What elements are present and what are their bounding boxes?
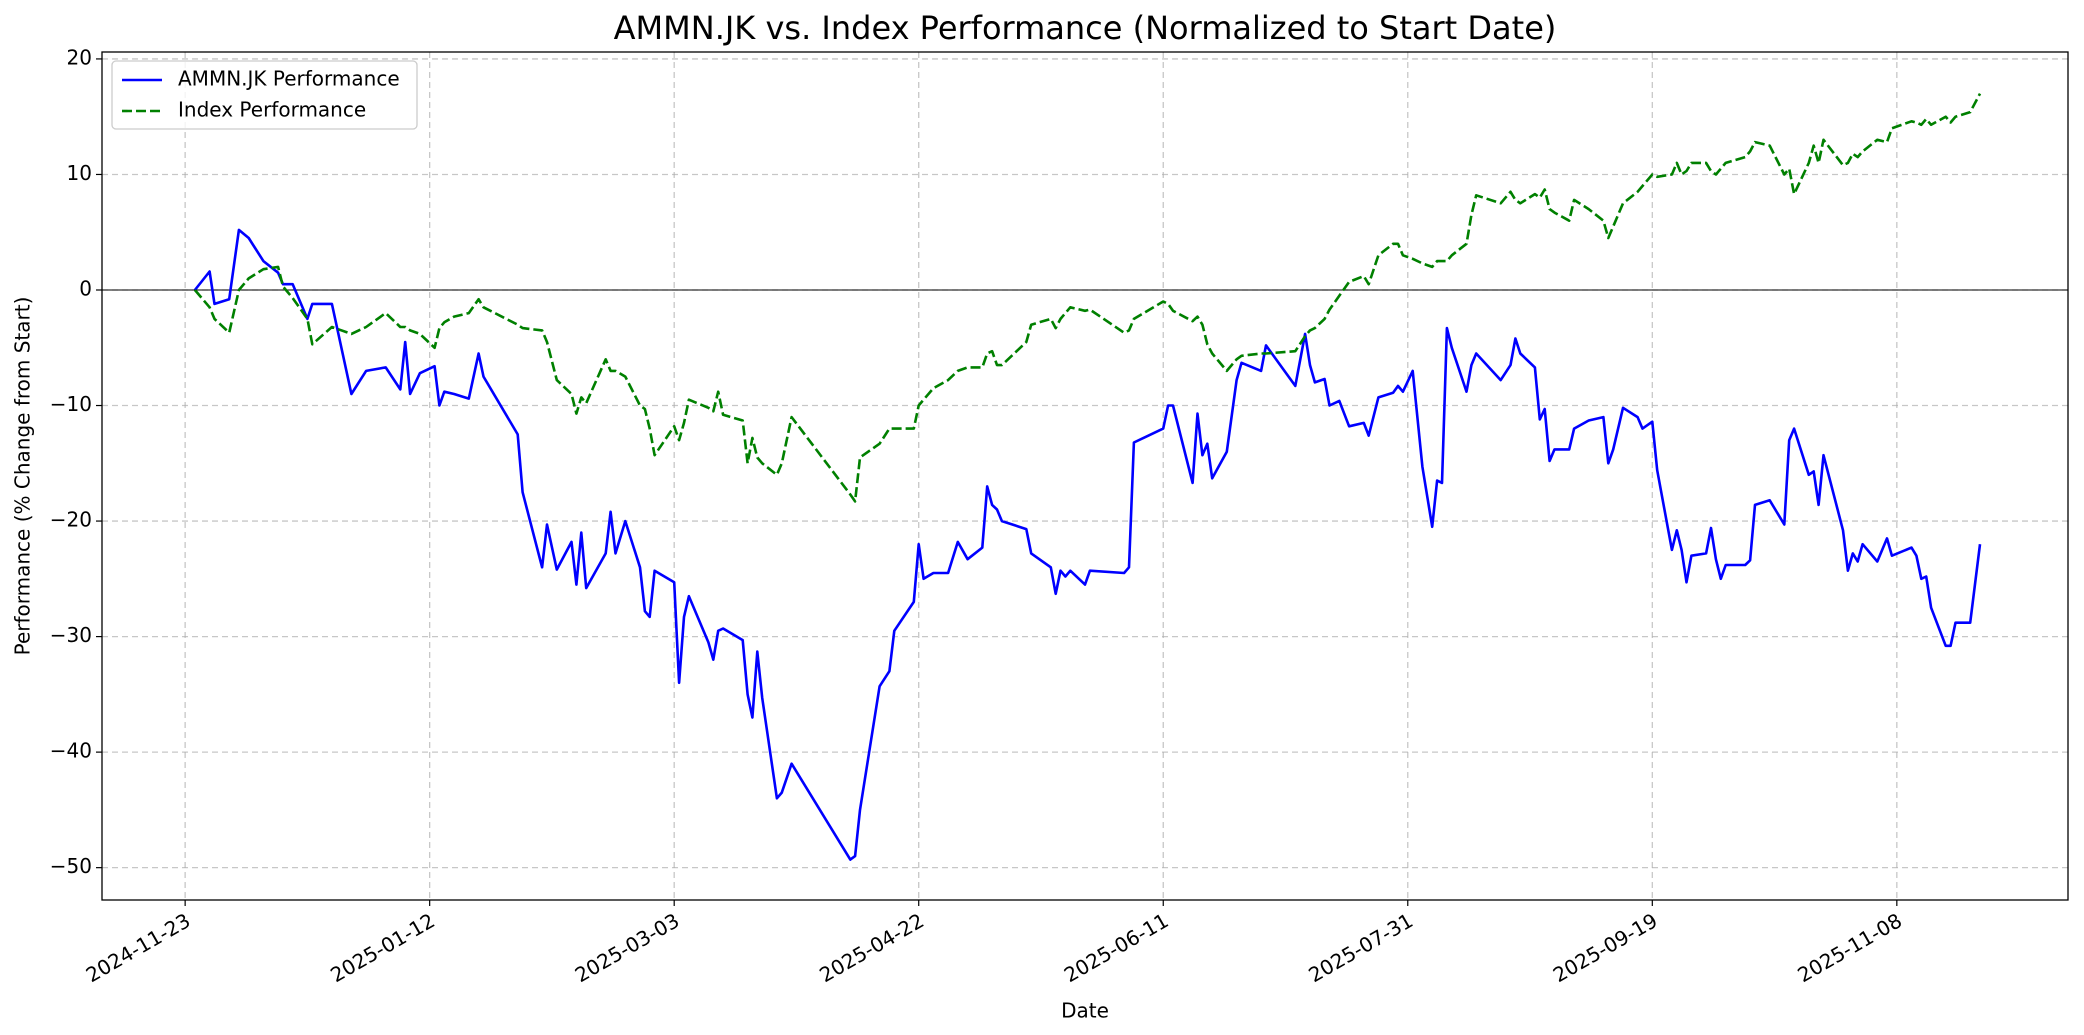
legend-box — [111, 60, 418, 130]
chart-title: AMMN.JK vs. Index Performance (Normalize… — [614, 9, 1557, 47]
y-tick-label: −30 — [50, 623, 92, 647]
legend-label: Index Performance — [178, 98, 366, 122]
y-tick-label: −40 — [50, 739, 92, 763]
y-tick-label: −20 — [50, 508, 92, 532]
y-tick-label: 0 — [79, 276, 92, 300]
plot-frame — [101, 51, 2069, 901]
y-tick-label: 20 — [67, 45, 92, 69]
y-tick-label: 10 — [67, 161, 92, 185]
y-tick-label: −50 — [50, 854, 92, 878]
x-axis-label: Date — [1061, 999, 1109, 1023]
x-tick-label: 2025-01-12 — [326, 908, 439, 987]
x-tick-label: 2025-06-11 — [1060, 908, 1173, 987]
x-tick-label: 2025-03-03 — [571, 908, 684, 987]
x-tick-label: 2025-09-19 — [1549, 908, 1662, 987]
series-line — [193, 92, 1982, 503]
x-tick-label: 2024-11-23 — [82, 908, 195, 987]
legend: AMMN.JK Performance Index Performance — [111, 60, 418, 130]
x-tick-label: 2025-07-31 — [1304, 908, 1417, 987]
y-axis-label: Performance (% Change from Start) — [11, 297, 35, 656]
legend-label: AMMN.JK Performance — [178, 67, 400, 91]
x-tick-label: 2025-11-08 — [1793, 908, 1906, 987]
series-line — [193, 228, 1982, 861]
y-tick-label: −10 — [50, 392, 92, 416]
x-tick-label: 2025-04-22 — [815, 908, 928, 987]
